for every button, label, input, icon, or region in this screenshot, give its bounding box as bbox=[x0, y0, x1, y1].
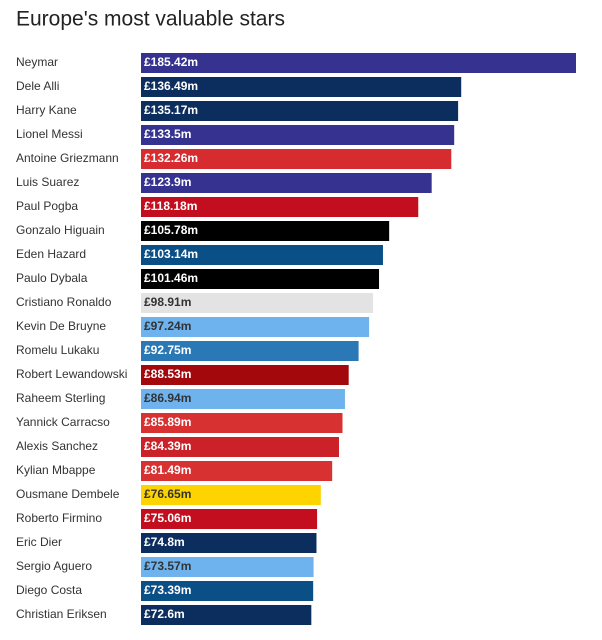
value-label: £86.94m bbox=[144, 391, 191, 405]
bar bbox=[141, 557, 314, 577]
bar bbox=[141, 533, 317, 553]
value-label: £73.39m bbox=[144, 583, 191, 597]
bar bbox=[141, 485, 321, 505]
category-label: Kylian Mbappe bbox=[16, 463, 96, 477]
category-label: Sergio Aguero bbox=[16, 559, 92, 573]
value-label: £185.42m bbox=[144, 55, 198, 69]
category-label: Romelu Lukaku bbox=[16, 343, 99, 357]
value-label: £84.39m bbox=[144, 439, 191, 453]
category-label: Eden Hazard bbox=[16, 247, 86, 261]
bar bbox=[141, 197, 419, 217]
value-label: £97.24m bbox=[144, 319, 191, 333]
bar bbox=[141, 173, 432, 193]
bar bbox=[141, 53, 576, 73]
bar bbox=[141, 461, 333, 481]
category-label: Raheem Sterling bbox=[16, 391, 105, 405]
bar bbox=[141, 509, 318, 529]
value-label: £133.5m bbox=[144, 127, 191, 141]
value-label: £105.78m bbox=[144, 223, 198, 237]
value-label: £135.17m bbox=[144, 103, 198, 117]
category-label: Paul Pogba bbox=[16, 199, 78, 213]
bar bbox=[141, 125, 455, 145]
category-label: Christian Eriksen bbox=[16, 607, 107, 621]
bar bbox=[141, 437, 339, 457]
category-label: Lionel Messi bbox=[16, 127, 83, 141]
category-label: Kevin De Bruyne bbox=[16, 319, 106, 333]
value-label: £76.65m bbox=[144, 487, 191, 501]
value-label: £74.8m bbox=[144, 535, 185, 549]
value-label: £73.57m bbox=[144, 559, 191, 573]
category-label: Robert Lewandowski bbox=[16, 367, 127, 381]
value-label: £81.49m bbox=[144, 463, 191, 477]
bar bbox=[141, 77, 462, 97]
bar bbox=[141, 365, 349, 385]
category-label: Ousmane Dembele bbox=[16, 487, 120, 501]
bar bbox=[141, 581, 314, 601]
bar bbox=[141, 101, 459, 121]
value-label: £85.89m bbox=[144, 415, 191, 429]
category-label: Alexis Sanchez bbox=[16, 439, 98, 453]
category-label: Harry Kane bbox=[16, 103, 77, 117]
bar bbox=[141, 221, 390, 241]
category-label: Roberto Firmino bbox=[16, 511, 102, 525]
value-label: £101.46m bbox=[144, 271, 198, 285]
value-label: £103.14m bbox=[144, 247, 198, 261]
bar bbox=[141, 245, 383, 265]
category-label: Eric Dier bbox=[16, 535, 62, 549]
value-label: £132.26m bbox=[144, 151, 198, 165]
bar bbox=[141, 605, 312, 625]
bar bbox=[141, 269, 380, 289]
bar bbox=[141, 317, 370, 337]
category-label: Luis Suarez bbox=[16, 175, 79, 189]
value-label: £75.06m bbox=[144, 511, 191, 525]
bar bbox=[141, 293, 374, 313]
value-label: £88.53m bbox=[144, 367, 191, 381]
category-label: Paulo Dybala bbox=[16, 271, 88, 285]
category-label: Neymar bbox=[16, 55, 58, 69]
value-label: £72.6m bbox=[144, 607, 185, 621]
bar bbox=[141, 389, 345, 409]
value-label: £98.91m bbox=[144, 295, 191, 309]
value-label: £136.49m bbox=[144, 79, 198, 93]
value-label: £123.9m bbox=[144, 175, 191, 189]
category-label: Gonzalo Higuain bbox=[16, 223, 105, 237]
bar bbox=[141, 413, 343, 433]
category-label: Diego Costa bbox=[16, 583, 82, 597]
category-label: Dele Alli bbox=[16, 79, 59, 93]
category-label: Antoine Griezmann bbox=[16, 151, 119, 165]
chart-title: Europe's most valuable stars bbox=[16, 8, 285, 31]
bar bbox=[141, 341, 359, 361]
value-label: £118.18m bbox=[144, 199, 197, 213]
value-label: £92.75m bbox=[144, 343, 191, 357]
category-label: Cristiano Ronaldo bbox=[16, 295, 112, 309]
category-label: Yannick Carracso bbox=[16, 415, 110, 429]
bar bbox=[141, 149, 452, 169]
